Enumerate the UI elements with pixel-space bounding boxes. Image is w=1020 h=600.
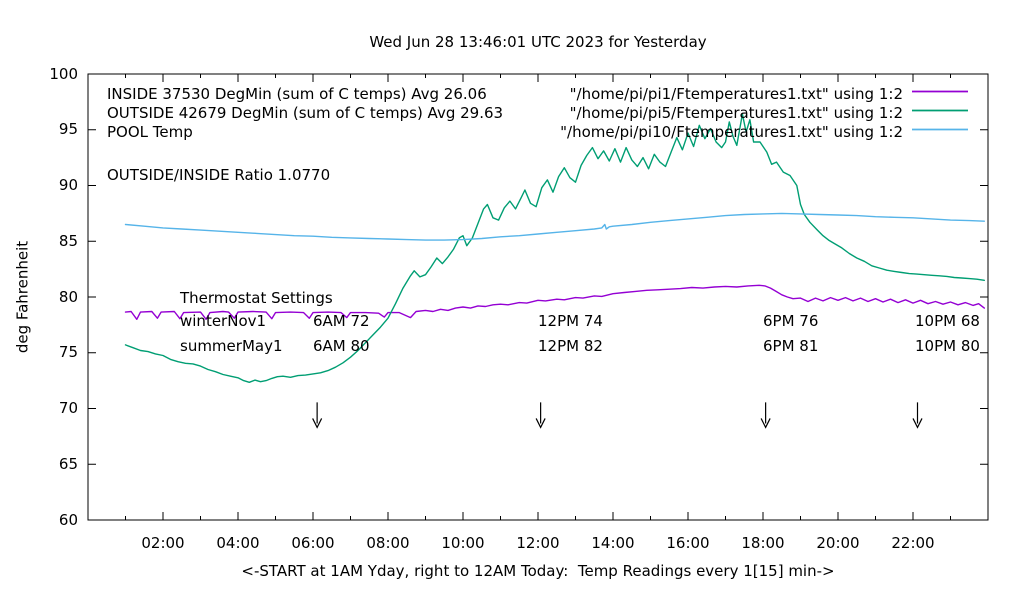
x-tick-label: 08:00	[366, 534, 410, 552]
down-arrow-icon	[535, 418, 546, 429]
stats-pool: POOL Temp	[107, 123, 193, 141]
legend-label-outside: "/home/pi/pi5/Ftemperatures1.txt" using …	[569, 104, 903, 122]
x-tick-label: 06:00	[291, 534, 335, 552]
chart-title: Wed Jun 28 13:46:01 UTC 2023 for Yesterd…	[369, 33, 707, 51]
thermostat-setting: 10PM 80	[915, 337, 980, 355]
y-tick-label: 85	[58, 231, 78, 250]
x-tick-label: 14:00	[591, 534, 635, 552]
thermostat-setting: 12PM 74	[538, 312, 603, 330]
y-tick-label: 100	[49, 64, 78, 83]
thermostat-heading: Thermostat Settings	[180, 289, 333, 307]
x-tick-label: 02:00	[141, 534, 185, 552]
series-pool-line	[124, 212, 985, 241]
series-inside-line	[124, 284, 985, 320]
y-tick-label: 65	[58, 454, 78, 473]
down-arrow-icon	[760, 418, 771, 429]
legend-label-pool: "/home/pi/pi10/Ftemperatures1.txt" using…	[560, 123, 903, 141]
legend-label-inside: "/home/pi/pi1/Ftemperatures1.txt" using …	[569, 85, 903, 103]
stats-ratio: OUTSIDE/INSIDE Ratio 1.0770	[107, 166, 331, 184]
y-tick-label: 80	[58, 287, 78, 306]
thermostat-row-name: winterNov1	[180, 312, 267, 330]
x-tick-label: 04:00	[216, 534, 260, 552]
y-tick-label: 70	[58, 399, 78, 417]
series-outside-line	[124, 113, 985, 383]
y-tick-label: 95	[58, 120, 78, 139]
down-arrow-icon	[912, 418, 923, 429]
y-tick-label: 90	[58, 176, 78, 194]
x-tick-label: 18:00	[741, 534, 785, 552]
thermostat-setting: 10PM 68	[915, 312, 980, 330]
thermostat-setting: 6AM 72	[313, 312, 370, 330]
thermostat-setting: 6PM 81	[763, 337, 819, 355]
x-tick-label: 10:00	[441, 534, 485, 552]
thermostat-setting: 6PM 76	[763, 312, 819, 330]
thermostat-setting: 6AM 80	[313, 337, 370, 355]
stats-outside: OUTSIDE 42679 DegMin (sum of C temps) Av…	[107, 104, 504, 122]
thermostat-row-name: summerMay1	[180, 337, 283, 355]
x-tick-label: 20:00	[816, 534, 860, 552]
y-tick-label: 60	[58, 510, 78, 529]
stats-inside: INSIDE 37530 DegMin (sum of C temps) Avg…	[107, 85, 487, 103]
x-tick-label: 16:00	[666, 534, 710, 552]
y-tick-label: 75	[58, 343, 78, 362]
x-tick-label: 22:00	[891, 534, 935, 552]
x-tick-label: 12:00	[516, 534, 560, 552]
down-arrow-icon	[312, 418, 323, 429]
thermostat-setting: 12PM 82	[538, 337, 603, 355]
x-axis-title: <-START at 1AM Yday, right to 12AM Today…	[241, 562, 835, 580]
